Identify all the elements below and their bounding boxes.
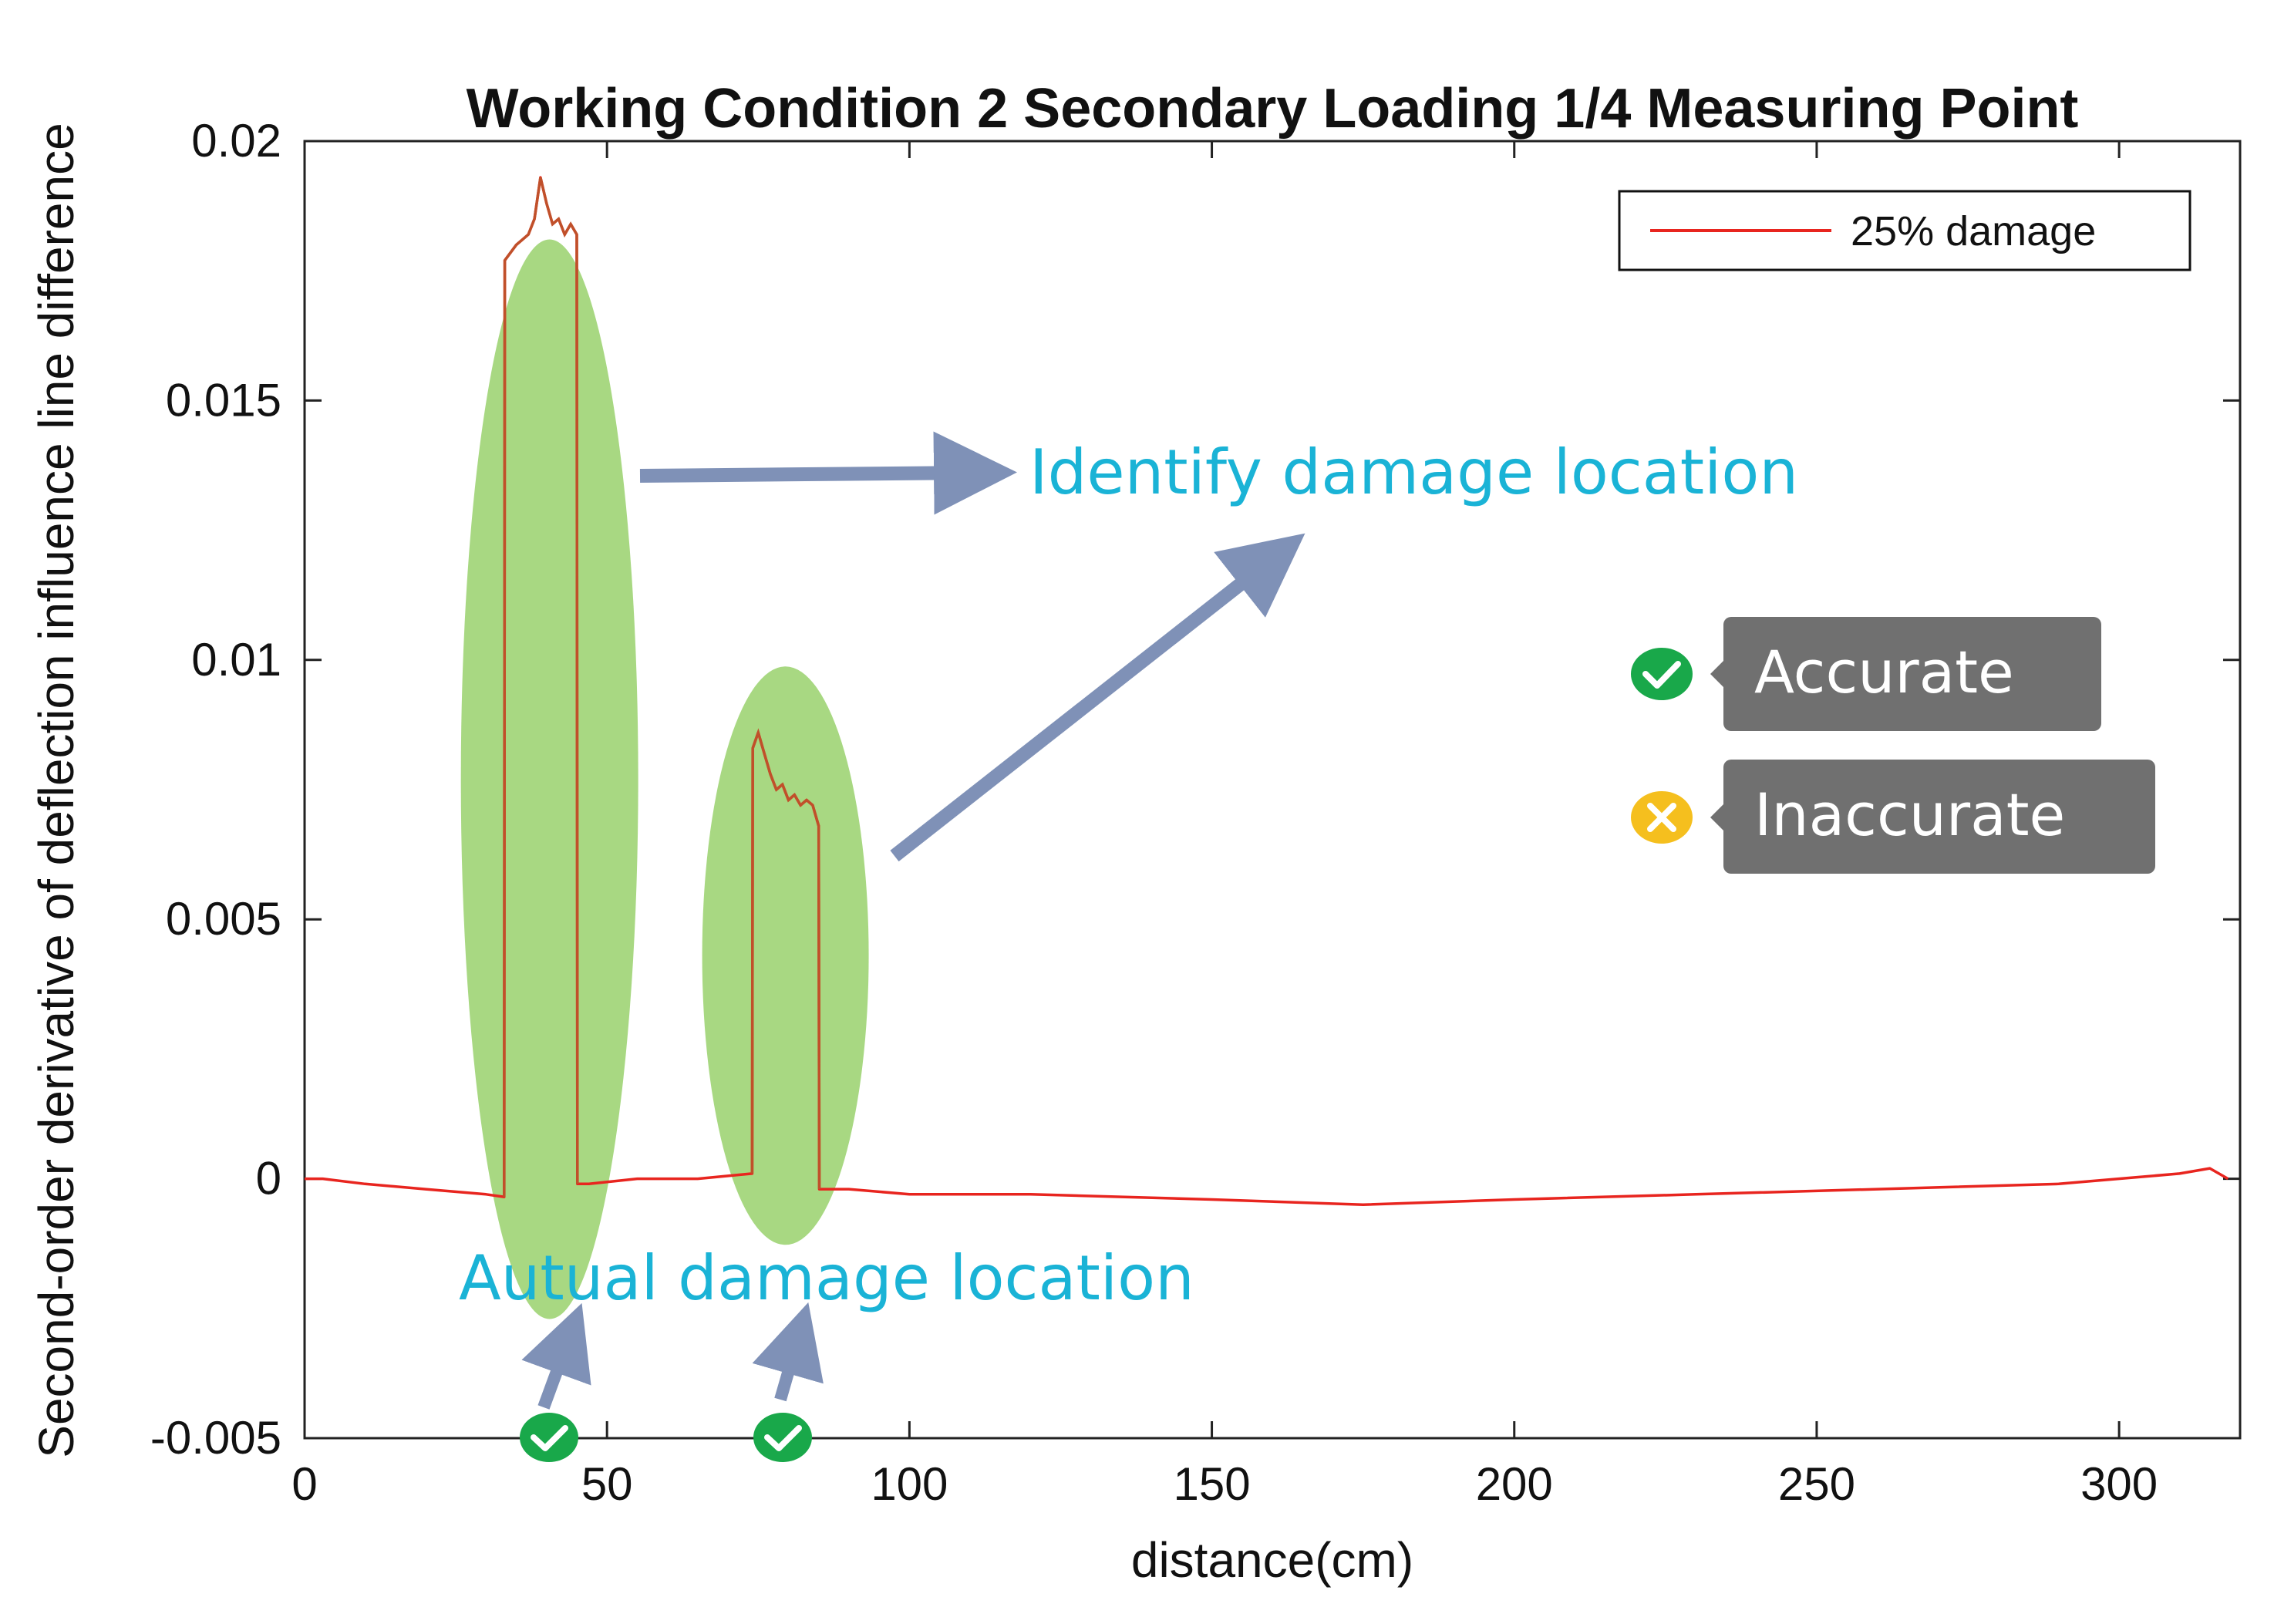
- series-peak-1: [750, 728, 821, 1190]
- arrow-actual-2: [752, 1302, 824, 1402]
- y-tick-label: 0.005: [166, 893, 281, 945]
- legend: 25% damage: [1618, 190, 2191, 271]
- highlight-ellipse-1: [460, 239, 638, 1319]
- y-axis: -0.005 0 0.005 0.01 0.015 0.02: [150, 115, 2240, 1464]
- x-tick-label: 250: [1778, 1458, 1855, 1510]
- arrow-actual-1: [521, 1302, 591, 1410]
- inaccurate-badge: Inaccurate: [1631, 760, 2155, 874]
- check-marker-1: [520, 1413, 578, 1462]
- accurate-box: [1723, 617, 2101, 731]
- x-tick-label: 100: [871, 1458, 948, 1510]
- y-tick-label: 0: [256, 1153, 281, 1205]
- check-marker-2: [753, 1413, 812, 1462]
- x-axis-label: distance(cm): [1131, 1532, 1413, 1588]
- accurate-badge: Accurate: [1631, 617, 2101, 731]
- inaccurate-label: Inaccurate: [1754, 780, 2065, 849]
- y-axis-label: Second-order derivative of deflection in…: [29, 123, 84, 1457]
- x-tick-label: 50: [581, 1458, 633, 1510]
- identify-damage-label: Identify damage location: [1029, 436, 1798, 508]
- highlight-group: [460, 239, 869, 1319]
- chart-title: Working Condition 2 Secondary Loading 1/…: [467, 78, 2079, 140]
- plot-area: [303, 140, 2242, 1440]
- x-tick-label: 150: [1174, 1458, 1251, 1510]
- x-axis: 0 50 100 150 200 250 300: [291, 141, 2158, 1510]
- y-tick-label: 0.015: [166, 374, 281, 426]
- arrow-identify-diagonal: [890, 533, 1305, 862]
- series-peak-0: [503, 177, 579, 1198]
- x-tick-label: 300: [2080, 1458, 2158, 1510]
- y-tick-label: 0.02: [191, 115, 281, 167]
- arrow-identify-horizontal: [639, 431, 1017, 515]
- highlight-ellipse-2: [702, 666, 869, 1245]
- y-tick-label: -0.005: [150, 1412, 281, 1464]
- x-tick-label: 0: [291, 1458, 317, 1510]
- inaccurate-box: [1723, 760, 2155, 874]
- series-group: [305, 176, 2229, 1206]
- check-icon: [520, 1413, 578, 1462]
- check-icon: [753, 1413, 812, 1462]
- accurate-label: Accurate: [1754, 638, 2014, 706]
- legend-label: 25% damage: [1851, 208, 2096, 254]
- x-tick-label: 200: [1476, 1458, 1553, 1510]
- y-tick-label: 0.01: [191, 634, 281, 686]
- actual-damage-label: Autual damage location: [459, 1242, 1194, 1314]
- check-icon: [1631, 648, 1693, 700]
